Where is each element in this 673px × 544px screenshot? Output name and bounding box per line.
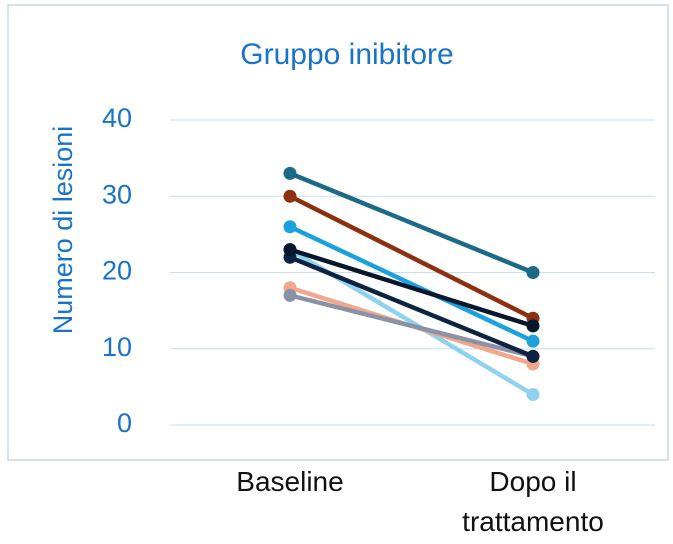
y-tick-label: 40	[102, 103, 132, 133]
x-tick-label: Baseline	[236, 466, 344, 497]
marker	[283, 243, 297, 257]
marker	[283, 189, 297, 203]
marker	[283, 288, 297, 302]
y-tick-label: 30	[102, 179, 132, 209]
series-line	[288, 194, 535, 321]
series-line	[289, 224, 534, 344]
marker	[526, 334, 540, 348]
series-line	[289, 171, 534, 275]
series-line	[289, 255, 534, 359]
x-tick-label: Dopo il trattamento	[462, 466, 604, 537]
y-axis-label: Numero di lesioni	[48, 126, 78, 335]
series-line	[289, 293, 534, 359]
series-line	[289, 247, 534, 329]
y-tick-label: 0	[117, 408, 132, 438]
y-tick-label: 10	[102, 332, 132, 362]
marker	[526, 388, 540, 401]
marker	[526, 266, 540, 279]
marker	[283, 166, 297, 180]
chart-title: Gruppo inibitore	[240, 38, 453, 71]
chart-frame	[7, 4, 669, 461]
y-tick-label: 20	[102, 256, 132, 286]
marker	[526, 319, 540, 333]
marker	[283, 220, 297, 234]
marker	[526, 349, 540, 363]
